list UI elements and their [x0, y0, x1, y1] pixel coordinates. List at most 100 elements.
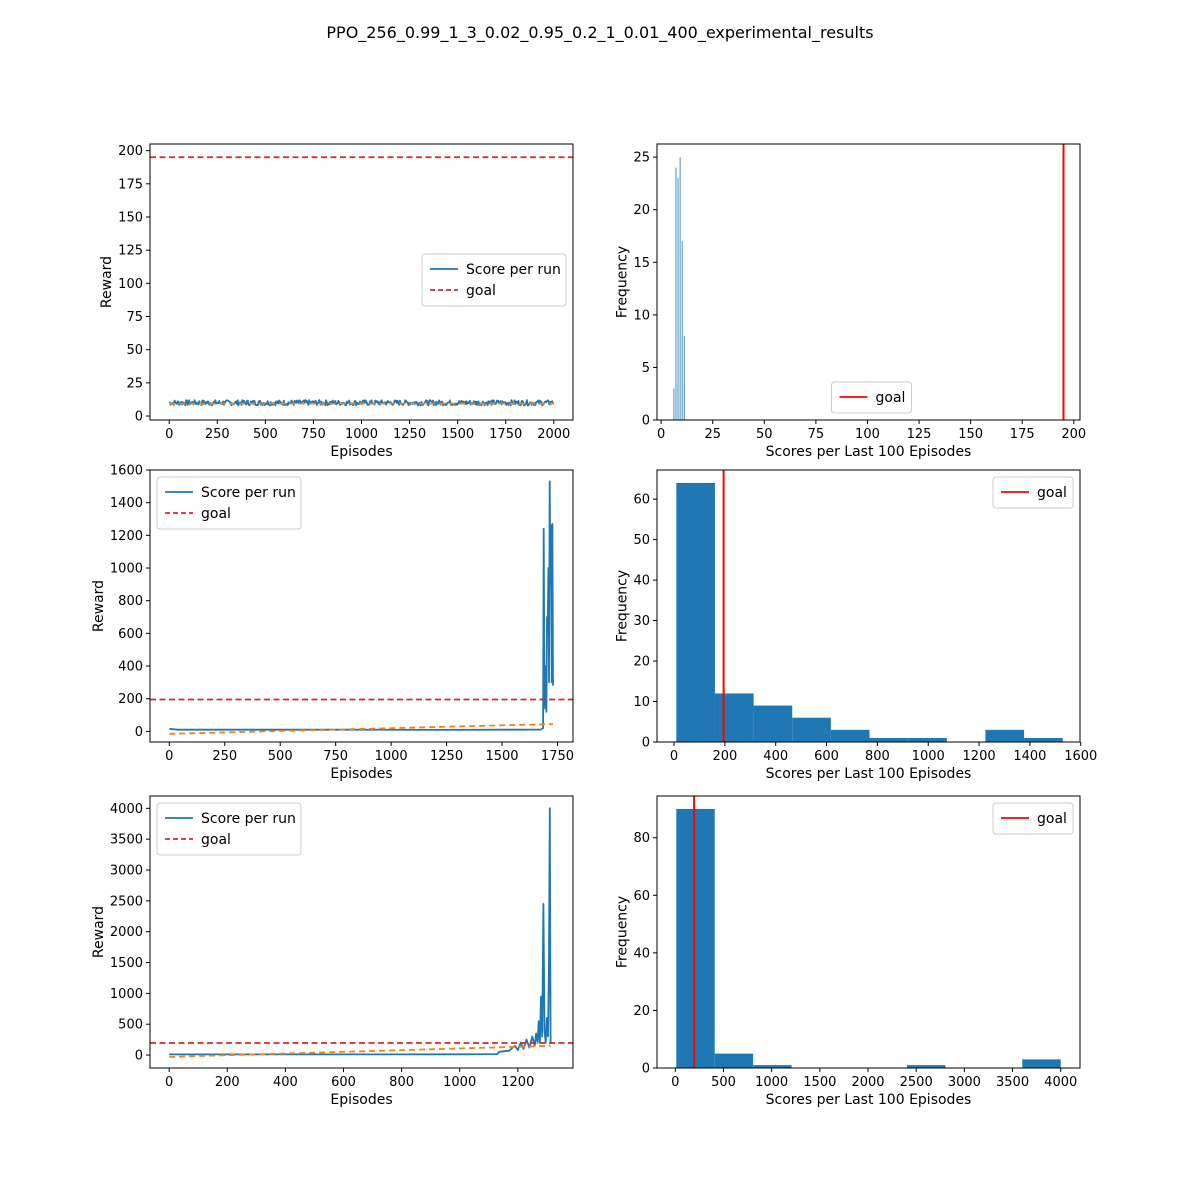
plot-area	[676, 470, 1063, 742]
histogram-bar	[679, 157, 681, 420]
y-tick-label: 3000	[110, 864, 143, 879]
x-tick-label: 1000	[345, 427, 378, 442]
y-tick-label: 60	[633, 889, 650, 904]
x-axis-label: Scores per Last 100 Episodes	[766, 444, 972, 460]
x-tick-label: 1500	[485, 749, 518, 764]
x-tick-label: 1500	[803, 1075, 836, 1090]
chart-row2-left: 0 250 500 750 1000 1250 1500 1750 0 200 400 600 800 1…	[91, 464, 574, 783]
x-tick-label: 100	[855, 427, 880, 442]
legend-box	[992, 802, 1074, 835]
x-axis-label: Episodes	[330, 1092, 392, 1108]
y-tick-label: 5	[642, 361, 650, 376]
y-tick-label: 80	[633, 831, 650, 846]
chart-row1-left: 0 250 500 750 1000 1250 1500 1750 2000 0 25 50 75 100…	[99, 143, 574, 460]
x-tick-label: 200	[215, 1075, 240, 1090]
y-tick-label: 1600	[110, 464, 143, 479]
x-tick-label: 0	[165, 1075, 173, 1090]
y-tick-label: 200	[118, 144, 143, 159]
y-tick-label: 800	[118, 594, 143, 609]
chart-row3-right: 0 500 1000 1500 2000 2500 3000 3500 4000 0 20 40 60 8…	[614, 795, 1081, 1108]
histogram-bar	[830, 729, 870, 742]
y-tick-label: 60	[633, 493, 650, 508]
x-tick-label: 250	[212, 749, 237, 764]
x-tick-label: 2000	[537, 427, 570, 442]
y-tick-label: 200	[118, 692, 143, 707]
legend-label: Score per run	[201, 811, 296, 827]
legend-label: goal	[466, 283, 496, 299]
plot-area	[150, 156, 573, 407]
y-axis-label: Reward	[99, 256, 115, 308]
x-tick-label: 2000	[851, 1075, 884, 1090]
histogram-bar	[1022, 1059, 1061, 1068]
x-tick-label: 125	[907, 427, 932, 442]
x-tick-label: 175	[1010, 427, 1035, 442]
histogram-bar	[675, 167, 677, 420]
legend-label: goal	[201, 832, 231, 848]
x-tick-label: 0	[657, 427, 665, 442]
y-tick-label: 10	[633, 695, 650, 710]
legend-label: goal	[876, 390, 906, 406]
x-axis-label: Scores per Last 100 Episodes	[766, 766, 972, 782]
y-tick-label: 1000	[110, 562, 143, 577]
x-tick-label: 1250	[393, 427, 426, 442]
x-tick-label: 4000	[1044, 1075, 1077, 1090]
x-tick-label: 75	[808, 427, 825, 442]
histogram-bar	[714, 693, 754, 742]
x-axis-label: Episodes	[330, 444, 392, 460]
legend-1: goal	[831, 381, 912, 414]
x-axis-label: Scores per Last 100 Episodes	[766, 1092, 972, 1108]
x-tick-label: 0	[671, 1075, 679, 1090]
chart-row2-right: 0 200 400 600 800 1000 1200 1400 1600 0 10 20 30 40 50…	[614, 469, 1097, 782]
y-tick-label: 150	[118, 210, 143, 225]
chart-row3-left: 0 200 400 600 800 1000 1200 0 500 1000 1500 2000 250…	[91, 795, 574, 1108]
x-tick-label: 600	[331, 1075, 356, 1090]
histogram-bar	[869, 737, 909, 742]
x-tick-label: 1250	[430, 749, 463, 764]
y-tick-label: 20	[633, 203, 650, 218]
x-tick-label: 750	[301, 427, 326, 442]
y-axis-label: Frequency	[614, 570, 630, 642]
legend-box	[831, 381, 912, 414]
x-tick-label: 3500	[996, 1075, 1029, 1090]
y-tick-label: 25	[633, 151, 650, 166]
y-tick-label: 20	[633, 1004, 650, 1019]
y-tick-label: 4000	[110, 802, 143, 817]
x-tick-label: 200	[712, 749, 737, 764]
y-axis-label: Frequency	[614, 896, 630, 968]
chart-row1-right: 0 25 50 75 100 125 150 175 200 0 5 10 15 20 25 Scores p…	[614, 143, 1086, 460]
score-line	[169, 480, 554, 731]
y-tick-label: 125	[118, 244, 143, 259]
y-tick-label: 10	[633, 308, 650, 323]
plot-area	[150, 480, 573, 735]
x-tick-label: 1000	[912, 749, 945, 764]
histogram-bar	[908, 737, 947, 742]
figure-suptitle: PPO_256_0.99_1_3_0.02_0.95_0.2_1_0.01_40…	[326, 23, 873, 43]
y-tick-label: 30	[633, 614, 650, 629]
y-tick-label: 0	[642, 736, 650, 751]
y-axis-label: Reward	[91, 580, 107, 632]
legend-0: Score per run goal	[421, 253, 567, 307]
x-tick-label: 200	[1061, 427, 1086, 442]
legend-box	[992, 476, 1074, 509]
legend-3: goal	[992, 476, 1074, 509]
histogram-bar	[676, 808, 715, 1068]
histogram-bar	[683, 335, 685, 420]
plot-area	[673, 144, 1065, 420]
x-tick-label: 25	[704, 427, 721, 442]
y-tick-label: 3500	[110, 833, 143, 848]
y-tick-label: 500	[118, 1018, 143, 1033]
y-tick-label: 1000	[110, 987, 143, 1002]
panels: 0 250 500 750 1000 1250 1500 1750 20000255075100…	[91, 143, 1097, 1108]
x-tick-label: 2500	[900, 1075, 933, 1090]
x-tick-label: 1000	[443, 1075, 476, 1090]
y-tick-label: 600	[118, 627, 143, 642]
y-tick-label: 0	[135, 1049, 143, 1064]
legend-box	[421, 253, 567, 307]
histogram-bar	[673, 388, 675, 420]
x-tick-label: 400	[763, 749, 788, 764]
x-tick-label: 150	[958, 427, 983, 442]
y-tick-label: 0	[642, 414, 650, 429]
x-tick-label: 250	[205, 427, 230, 442]
legend-label: goal	[1037, 811, 1067, 827]
legend-2: Score per run goal	[156, 476, 302, 530]
